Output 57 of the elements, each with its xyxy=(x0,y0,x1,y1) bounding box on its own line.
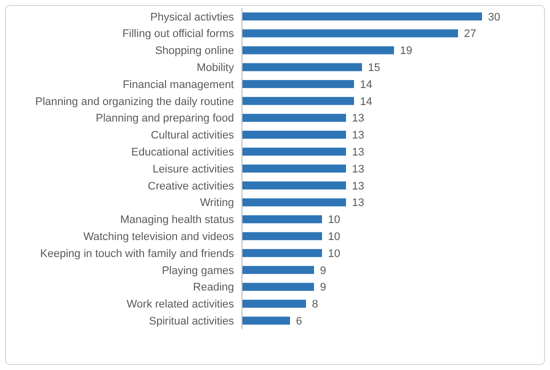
y-tick-label: Leisure activities xyxy=(152,163,234,176)
y-tick-label: Writing xyxy=(200,197,234,210)
y-tick-label: Playing games xyxy=(162,264,234,277)
bar xyxy=(242,266,314,274)
bar xyxy=(242,282,314,291)
y-tick-label: Shopping online xyxy=(155,45,234,58)
bar xyxy=(242,12,482,20)
data-label: 13 xyxy=(352,197,364,210)
data-label: 13 xyxy=(352,163,364,176)
y-tick-label: Educational activities xyxy=(131,146,234,158)
data-label: 13 xyxy=(352,130,364,142)
data-label: 9 xyxy=(320,264,326,277)
data-label: 14 xyxy=(360,96,372,108)
bar xyxy=(242,96,354,105)
y-tick-label: Work related activities xyxy=(126,298,234,311)
y-tick-label: Filling out official forms xyxy=(122,28,234,40)
y-tick-label: Mobility xyxy=(196,62,234,74)
data-label: 13 xyxy=(352,112,364,125)
bar xyxy=(242,80,354,88)
data-label: 10 xyxy=(328,214,340,226)
bar xyxy=(242,232,322,240)
y-tick-label: Spiritual activities xyxy=(149,316,234,328)
y-tick-label: Creative activities xyxy=(148,180,234,192)
bar xyxy=(242,29,458,38)
y-tick-label: Watching television and videos xyxy=(83,231,234,243)
y-tick-label: Planning and preparing food xyxy=(96,112,234,125)
bar xyxy=(242,164,346,173)
y-tick-label: Planning and organizing the daily routine xyxy=(35,96,234,108)
data-label: 27 xyxy=(464,28,476,40)
bar xyxy=(242,300,306,308)
data-label: 15 xyxy=(368,62,380,74)
data-label: 13 xyxy=(352,180,364,192)
data-label: 9 xyxy=(320,282,326,294)
data-label: 13 xyxy=(352,146,364,158)
bar xyxy=(242,215,322,224)
y-tick-label: Reading xyxy=(193,282,234,294)
y-tick-label: Keeping in touch with family and friends xyxy=(40,248,234,260)
bar xyxy=(242,114,346,122)
bar xyxy=(242,130,346,139)
data-label: 8 xyxy=(312,298,318,311)
data-label: 6 xyxy=(296,316,302,328)
bar xyxy=(242,181,346,190)
y-tick-label: Financial management xyxy=(122,78,234,91)
bar xyxy=(242,316,290,325)
data-label: 10 xyxy=(328,248,340,260)
data-label: 14 xyxy=(360,78,372,91)
bar xyxy=(242,63,362,72)
bar xyxy=(242,198,346,206)
bar xyxy=(242,46,394,54)
y-tick-label: Physical activties xyxy=(150,11,234,24)
data-label: 30 xyxy=(488,11,500,24)
data-label: 10 xyxy=(328,231,340,243)
bar xyxy=(242,148,346,156)
y-tick-label: Managing health status xyxy=(120,214,234,226)
y-tick-label: Cultural activities xyxy=(150,130,234,142)
data-label: 19 xyxy=(400,45,412,58)
bar xyxy=(242,249,322,258)
